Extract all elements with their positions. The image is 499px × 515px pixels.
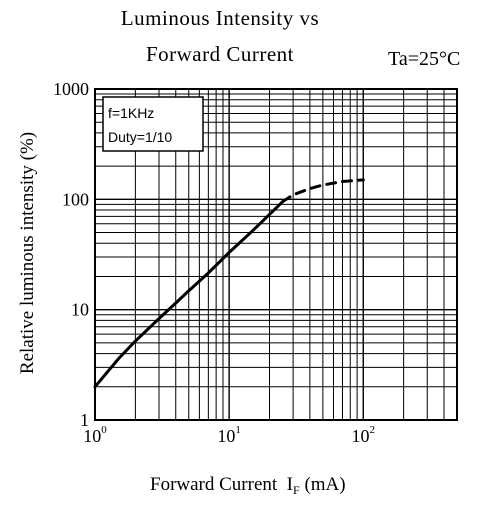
chart-title-line1: Luminous Intensity vs [120,6,320,30]
legend-frame [102,96,204,152]
x-tick-base: 10 [352,426,370,446]
plot-frame [94,88,458,421]
x-tick-label: 102 [352,424,376,446]
legend-frequency: f=1KHz [108,105,154,121]
condition-label: Ta=25°C [388,48,461,70]
y-tick-label: 1 [80,410,89,430]
x-tick-label: 101 [217,424,241,446]
x-axis-label: Forward Current IF (mA) [150,474,346,498]
legend-duty: Duty=1/10 [108,129,172,145]
y-tick-label: 1000 [53,79,89,99]
x-tick-exponent: 2 [370,424,376,436]
series-group [93,178,365,389]
legend-box: f=1KHz Duty=1/10 [102,96,204,152]
x-tick-base: 10 [83,426,101,446]
x-axis-label-subscript: F [293,483,300,497]
x-tick-base: 10 [217,426,235,446]
series-dashed-line [281,178,365,204]
x-axis-label-symbol: I [286,474,293,495]
x-axis-label-unit: (mA) [304,474,346,495]
y-tick-label: 100 [62,189,89,209]
x-axis-label-text: Forward Current [150,474,278,495]
x-tick-label: 100 [83,424,107,446]
x-tick-exponent: 0 [101,424,107,436]
y-tick-label: 10 [71,300,89,320]
series-solid-line [93,200,284,389]
chart-title-line2: Forward Current [145,42,295,66]
x-tick-exponent: 1 [235,424,241,436]
